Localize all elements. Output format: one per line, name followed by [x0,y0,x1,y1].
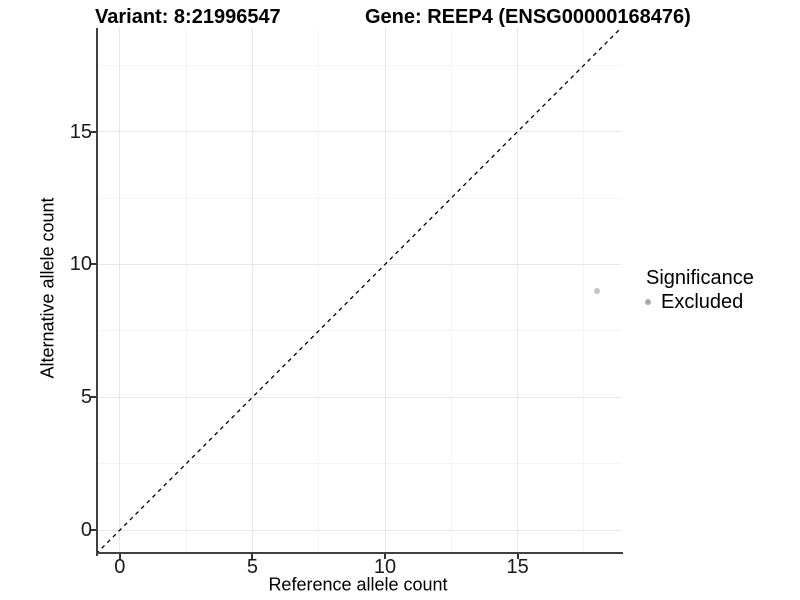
y-tick-label: 0 [80,519,92,542]
x-tick-mark [384,554,386,559]
plot-panel [96,28,621,554]
x-tick-mark [251,554,254,559]
major-gridline-vertical [384,28,386,554]
minor-gridline-horizontal [96,64,621,66]
x-tick-mark [118,554,121,559]
x-tick-label: 15 [506,556,529,578]
minor-gridline-horizontal [96,197,621,199]
legend-title: Significance [646,267,754,289]
identity-line [96,28,621,554]
major-gridline-horizontal [96,263,621,265]
y-tick-label: 5 [80,386,92,409]
major-gridline-vertical [119,28,121,554]
x-tick-mark [516,554,519,559]
minor-gridline-vertical [185,28,187,554]
y-tick-mark [91,130,96,133]
excluded-point-icon [645,298,651,305]
minor-gridline-vertical [450,28,452,554]
x-axis-title: Reference allele count [268,574,448,595]
x-axis-line [96,552,623,554]
data-point [594,288,601,294]
gene-title: Gene: REEP4 (ENSG00000168476) [365,6,691,28]
y-tick-mark [91,396,96,399]
legend: Significance Excluded [640,267,754,313]
y-tick-label: 15 [69,120,92,143]
legend-item-label: Excluded [661,290,744,313]
y-axis-line [96,28,98,556]
major-gridline-vertical [517,28,519,554]
legend-item-excluded: Excluded [640,290,754,313]
minor-gridline-vertical [583,28,585,554]
major-gridline-horizontal [96,396,621,398]
y-tick-mark [91,529,96,532]
legend-key [640,293,656,311]
variant-title: Variant: 8:21996547 [95,6,281,28]
minor-gridline-horizontal [96,463,621,465]
major-gridline-vertical [251,28,253,554]
minor-gridline-horizontal [96,330,621,332]
y-axis-title: Alternative allele count [37,197,58,379]
x-tick-label: 10 [373,556,397,578]
x-tick-label: 5 [246,556,258,578]
minor-gridline-vertical [318,28,320,554]
major-gridline-horizontal [96,131,621,133]
y-tick-mark [91,263,96,266]
x-tick-label: 0 [114,556,126,578]
major-gridline-horizontal [96,529,621,531]
y-tick-label: 10 [69,253,92,276]
